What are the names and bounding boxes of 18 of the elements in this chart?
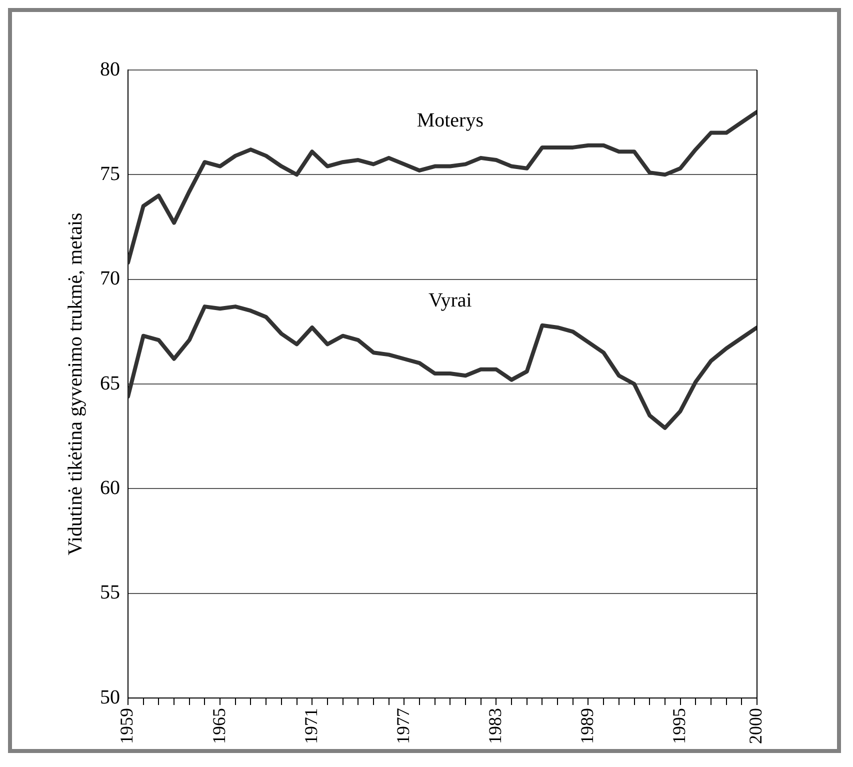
x-tick-label: 1983 (484, 708, 505, 744)
y-tick-label: 55 (100, 582, 120, 604)
y-tick-label: 60 (100, 476, 120, 499)
x-tick-label: 1965 (208, 708, 229, 744)
x-tick-label: 1995 (669, 708, 690, 744)
y-axis-title: Vidutinė tikėtina gyvenimo trukmė, metais (64, 212, 86, 556)
x-tick-label: 1959 (116, 708, 137, 744)
y-tick-label: 65 (100, 372, 120, 394)
x-tick-label: 1977 (392, 708, 413, 744)
x-tick-label: 2000 (746, 708, 766, 744)
y-tick-label: 80 (100, 58, 120, 80)
y-tick-label: 50 (100, 686, 120, 708)
x-tick-label: 1989 (576, 708, 597, 744)
series-label: Moterys (416, 110, 484, 132)
y-tick-label: 75 (100, 162, 120, 185)
x-tick-label: 1971 (300, 708, 321, 744)
text: Vyrai (428, 290, 472, 312)
y-tick-label: 70 (100, 268, 120, 290)
